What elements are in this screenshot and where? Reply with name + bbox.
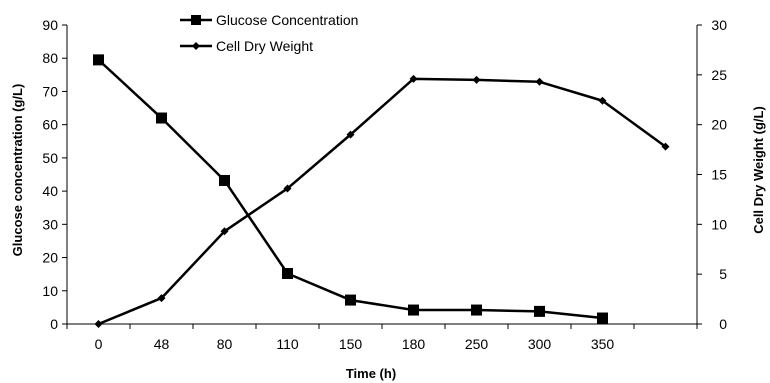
y-right-tick-label: 10 xyxy=(711,216,727,232)
data-point-glucose xyxy=(345,294,356,306)
data-point-cdw xyxy=(409,74,418,83)
y-axis-left-title: Glucose concentration (g/L) xyxy=(10,84,25,257)
data-point-glucose xyxy=(219,174,230,186)
y-left-tick-label: 30 xyxy=(42,216,58,232)
x-tick-label: 180 xyxy=(402,336,426,352)
legend-glucose-label: Glucose Concentration xyxy=(216,12,358,28)
y-right-tick-label: 15 xyxy=(711,167,727,183)
y-left-tick-label: 80 xyxy=(42,50,58,66)
y-right-tick-label: 25 xyxy=(711,67,727,83)
x-tick-label: 150 xyxy=(339,336,363,352)
y-left-tick-label: 40 xyxy=(42,183,58,199)
series-line-cdw xyxy=(98,77,667,326)
y-left-tick-label: 90 xyxy=(42,17,58,33)
data-point-cdw xyxy=(157,294,166,303)
x-tick-label: 0 xyxy=(95,336,103,352)
data-point-glucose xyxy=(471,304,482,316)
y-left-tick-label: 10 xyxy=(42,283,58,299)
x-tick-label: 300 xyxy=(528,336,552,352)
legend-cdw-label: Cell Dry Weight xyxy=(216,38,313,54)
data-point-cdw xyxy=(346,130,355,139)
data-point-glucose xyxy=(534,305,545,317)
data-point-glucose xyxy=(93,54,104,66)
x-tick-label: 250 xyxy=(465,336,489,352)
data-point-cdw xyxy=(598,96,607,105)
y-axis-right-title: Cell Dry Weight (g/L) xyxy=(751,106,766,234)
y-right-tick-label: 0 xyxy=(719,316,727,332)
series-line-glucose xyxy=(97,58,603,320)
data-point-cdw xyxy=(472,75,481,84)
x-tick-label: 350 xyxy=(591,336,615,352)
legend-glucose-marker xyxy=(191,15,201,25)
x-tick-label: 80 xyxy=(217,336,233,352)
y-left-tick-label: 50 xyxy=(42,150,58,166)
y-right-tick-label: 5 xyxy=(719,266,727,282)
y-left-tick-label: 60 xyxy=(42,117,58,133)
data-point-cdw xyxy=(661,142,670,151)
data-point-cdw xyxy=(94,320,103,328)
x-axis-title: Time (h) xyxy=(346,366,396,381)
data-point-cdw xyxy=(535,77,544,86)
y-left-tick-label: 0 xyxy=(50,316,58,332)
data-point-cdw xyxy=(220,227,229,236)
legend-cdw-marker xyxy=(192,42,200,50)
y-left-tick-label: 20 xyxy=(42,250,58,266)
data-point-glucose xyxy=(282,268,293,280)
x-tick-label: 48 xyxy=(154,336,170,352)
data-point-glucose xyxy=(156,112,167,124)
data-point-cdw xyxy=(283,184,292,193)
chart-legend: Glucose Concentration Cell Dry Weight xyxy=(180,12,358,54)
y-right-tick-label: 20 xyxy=(711,117,727,133)
data-point-glucose xyxy=(597,312,608,324)
chart-marks xyxy=(93,54,670,328)
data-point-glucose xyxy=(408,304,419,316)
y-left-tick-label: 70 xyxy=(42,83,58,99)
x-tick-label: 110 xyxy=(276,336,299,352)
y-right-tick-label: 30 xyxy=(711,17,727,33)
